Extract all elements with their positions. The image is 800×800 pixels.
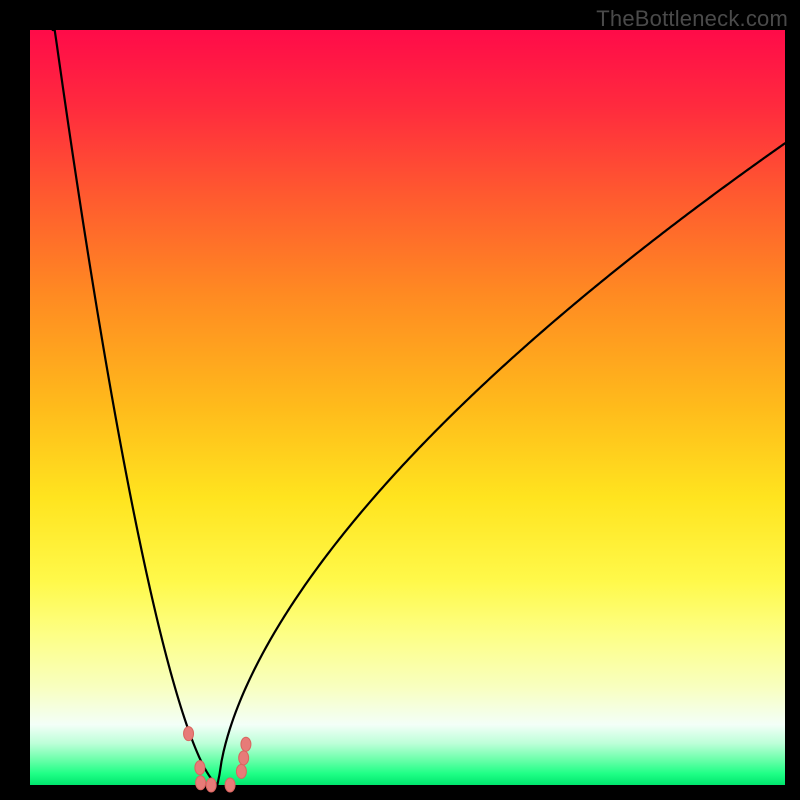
data-marker [196, 776, 206, 790]
data-marker [184, 727, 194, 741]
watermark-link[interactable]: TheBottleneck.com [596, 6, 788, 32]
data-marker [195, 761, 205, 775]
bottleneck-chart [0, 0, 800, 800]
data-marker [236, 764, 246, 778]
data-marker [239, 751, 249, 765]
data-marker [241, 737, 251, 751]
data-marker [206, 778, 216, 792]
data-marker [225, 778, 235, 792]
plot-background [30, 30, 785, 785]
